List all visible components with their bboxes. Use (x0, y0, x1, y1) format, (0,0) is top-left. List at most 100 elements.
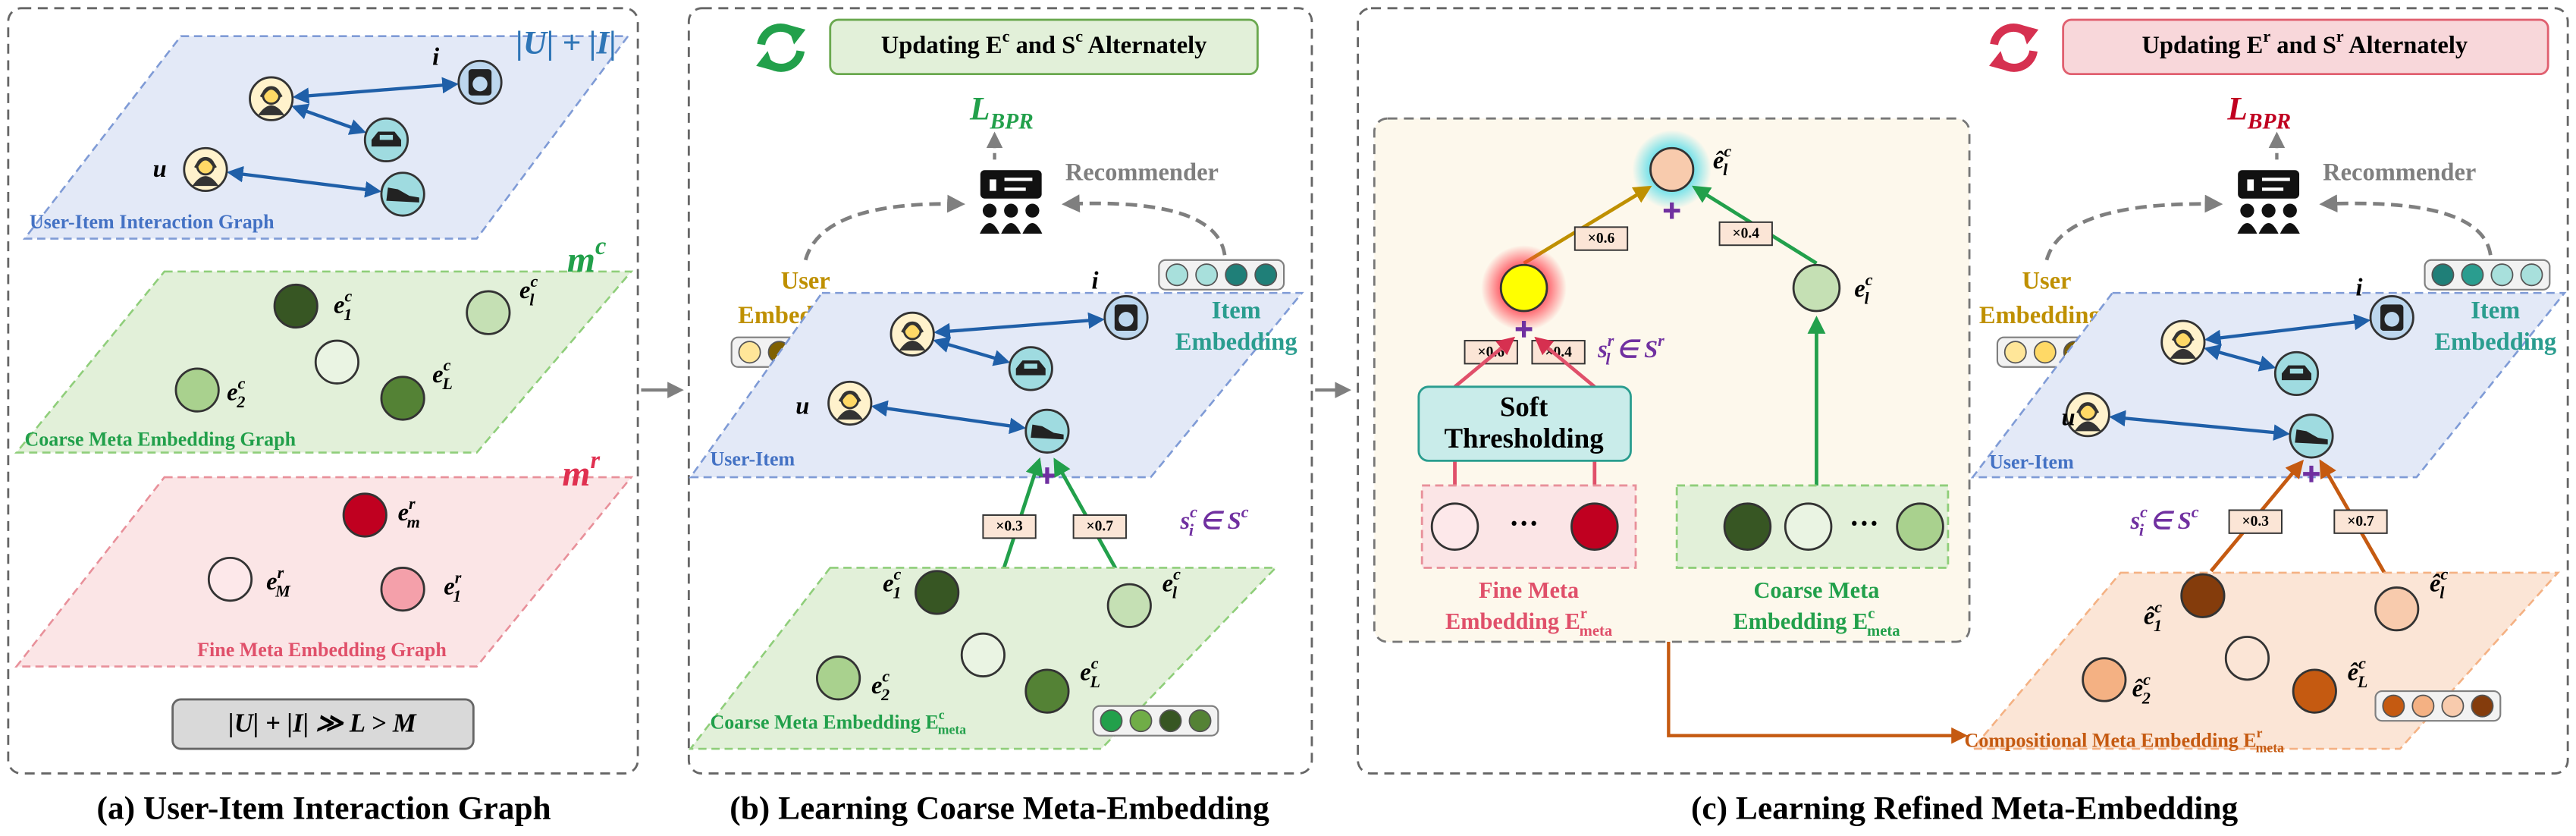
embedding-node (1570, 502, 1619, 551)
embedding-cell (1166, 263, 1189, 287)
superscript: c (1075, 27, 1083, 46)
soft-threshold-label: Thresholding (1444, 423, 1604, 454)
superscript: c (1002, 27, 1010, 46)
text-run: Alternately (2344, 32, 2468, 59)
interaction-edge (933, 336, 1011, 366)
text-run: e (883, 570, 893, 598)
subscript: L (2357, 672, 2368, 691)
washer-door (472, 76, 488, 92)
user-icon (2065, 392, 2110, 438)
item-label: i (1091, 268, 1098, 295)
superscript: c (1241, 502, 1249, 521)
connector (1454, 336, 1516, 388)
node-label: ec 2 (871, 667, 890, 704)
subscript: 1 (893, 583, 901, 602)
text-run: e (266, 569, 277, 596)
loss-label: LBPR (2226, 90, 2291, 134)
superscript: r (2257, 725, 2263, 740)
text-run: e (1162, 570, 1173, 598)
graph-label: User-Item (1989, 451, 2074, 473)
audience-body (1022, 222, 1043, 234)
text-run: e (398, 499, 409, 526)
weight-label: ×0.4 (1732, 226, 1759, 242)
audience-head (982, 203, 997, 218)
interaction-edge (2204, 344, 2276, 372)
soft-threshold-box (1417, 385, 1632, 462)
superscript: r (1608, 331, 1614, 350)
text-run: e (432, 361, 443, 388)
audience-head (2240, 203, 2254, 218)
node-label: êc l (1713, 142, 1731, 179)
superscript: c (1190, 502, 1197, 521)
coarse-label: Coarse Meta (1753, 577, 1879, 603)
text-run: E (1565, 608, 1580, 634)
text-run: E (925, 711, 938, 733)
refresh-head (756, 51, 775, 71)
interaction-edge (226, 165, 382, 198)
superscript: c (2154, 598, 2162, 617)
subscript: meta (1867, 623, 1900, 640)
embedding-node (1430, 502, 1479, 551)
node-label: êc 1 (2144, 598, 2162, 635)
user-label: u (153, 156, 167, 183)
superscript: c (2140, 502, 2148, 521)
superscript: r (455, 568, 462, 587)
subscript: m (407, 512, 420, 531)
subscript: l (1605, 350, 1611, 369)
fine-symbol: mr (562, 447, 600, 494)
icon-hair (194, 157, 217, 169)
text-run: Alternately (1083, 32, 1206, 59)
user-icon (890, 311, 935, 357)
embedding-cell (1225, 263, 1248, 287)
coarse-label: Embedding Ec meta (1733, 605, 1900, 640)
embedding-node (273, 283, 318, 329)
embedding-node (314, 339, 359, 385)
node-label: êc L (2348, 653, 2368, 690)
superscript: c (1724, 142, 1731, 161)
interaction-edge (2109, 410, 2290, 441)
embedding-node (2180, 573, 2226, 618)
icon-body (899, 341, 926, 351)
refresh-head (1989, 51, 2007, 71)
subscript: 1 (453, 586, 461, 605)
audience-body (2258, 222, 2279, 234)
superscript: r (590, 447, 600, 474)
embedding-node (1106, 583, 1152, 628)
subscript: meta (1580, 623, 1613, 640)
weight-label: ×0.7 (1087, 519, 1114, 535)
weight-box (1574, 226, 1629, 251)
weight-box (2228, 509, 2283, 534)
score-label: sc i ∈ Sc (1180, 502, 1249, 539)
icon-body (192, 176, 219, 187)
embedding-vector (1092, 705, 1219, 737)
weight-label: ×0.6 (1588, 231, 1615, 247)
count-label: |U| + |I| (516, 25, 617, 61)
icon-body (258, 105, 285, 115)
superscript: r (1658, 331, 1665, 350)
subscript: 1 (2154, 616, 2162, 635)
node-label: êc 2 (2132, 670, 2151, 707)
subscript: l (529, 291, 535, 310)
fine-label: Fine Meta (1479, 577, 1579, 603)
text-run: s (2130, 508, 2141, 535)
graph-label: Compositional Meta Embedding Er meta (1965, 725, 2285, 756)
subscript: l (1865, 288, 1870, 307)
superscript: r (1580, 605, 1587, 622)
node-label: ec 1 (883, 564, 901, 602)
text-run: ∈ (1194, 508, 1228, 535)
text-run: L (969, 90, 990, 127)
user-icon (2160, 319, 2206, 365)
superscript: c (530, 272, 538, 291)
icon-body (2170, 348, 2197, 359)
node-label: ec L (432, 356, 453, 393)
text-run: ∈ (2144, 508, 2178, 535)
superscript: c (882, 667, 890, 686)
fine-label: Embedding Er meta (1445, 605, 1612, 640)
banner (829, 18, 1259, 76)
weight-label: ×0.3 (996, 519, 1023, 535)
superscript: c (2143, 670, 2151, 689)
icon-hair (2171, 329, 2195, 342)
text-run: s (1597, 337, 1608, 364)
caption: (a) User-Item Interaction Graph (97, 790, 551, 826)
